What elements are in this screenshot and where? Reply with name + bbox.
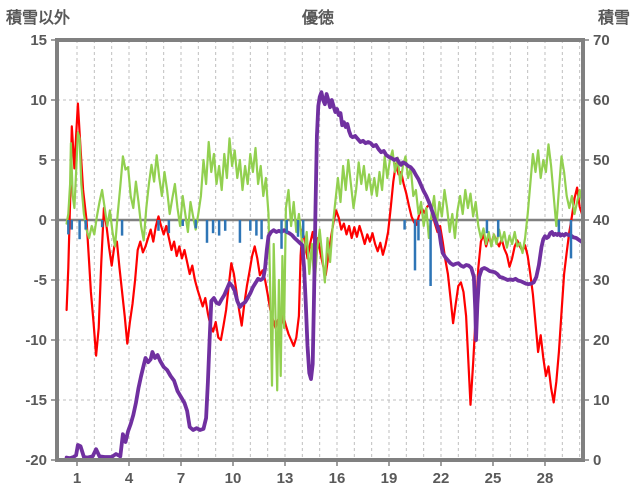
y-right-tick-label: 60 [593, 92, 610, 109]
plot-border [55, 38, 585, 462]
y-left-tick-label: -10 [25, 332, 47, 349]
x-tick-label: 13 [277, 470, 294, 487]
y-right-tick-label: 10 [593, 392, 610, 409]
left-axis-title: 積雪以外 [6, 10, 71, 27]
x-tick-label: 22 [433, 470, 450, 487]
x-tick-label: 28 [537, 470, 554, 487]
x-tick-label: 7 [177, 470, 185, 487]
y-right-tick-label: 40 [593, 212, 610, 229]
y-left-tick-label: -20 [25, 452, 47, 469]
y-right-tick-label: 0 [593, 452, 601, 469]
x-tick-label: 25 [485, 470, 502, 487]
y-right-tick-label: 30 [593, 272, 610, 289]
y-left-tick-label: -5 [34, 272, 47, 289]
x-tick-label: 1 [73, 470, 81, 487]
y-right-tick-label: 70 [593, 32, 610, 49]
y-right-tick-label: 20 [593, 332, 610, 349]
green-line [65, 131, 585, 392]
x-tick-label: 10 [225, 470, 242, 487]
y-left-tick-label: 0 [39, 212, 47, 229]
x-tick-label: 19 [381, 470, 398, 487]
x-tick-label: 4 [125, 470, 134, 487]
y-right-tick-label: 50 [593, 152, 610, 169]
y-left-tick-label: -15 [25, 392, 47, 409]
purple-line [64, 90, 585, 461]
chart-title: 優徳 [301, 10, 334, 27]
right-axis-title: 積雪 [597, 10, 630, 27]
y-left-tick-label: 10 [30, 92, 47, 109]
y-left-tick-label: 15 [30, 32, 47, 49]
y-left-tick-label: 5 [39, 152, 47, 169]
x-tick-label: 16 [329, 470, 346, 487]
